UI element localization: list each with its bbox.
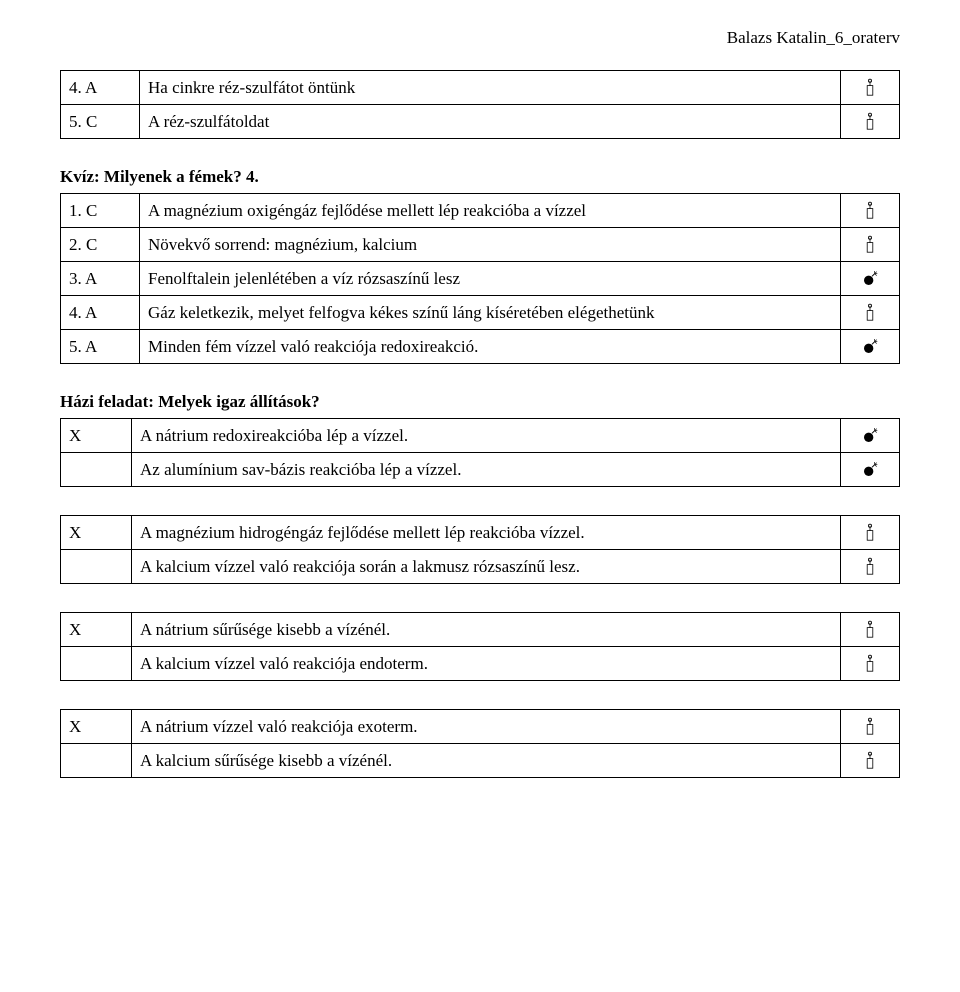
row-mark [61,550,132,584]
table-hw-1: X A nátrium redoxireakcióba lép a vízzel… [60,418,900,487]
row-text: A kalcium sűrűsége kisebb a vízénél. [132,744,841,778]
row-text: A nátrium vízzel való reakciója exoterm. [132,710,841,744]
table-row: X A nátrium redoxireakcióba lép a vízzel… [61,419,900,453]
table-row: X A nátrium sűrűsége kisebb a vízénél. [61,613,900,647]
row-mark: X [61,419,132,453]
table-row: 4. A Ha cinkre réz-szulfátot öntünk [61,71,900,105]
table-row: X A nátrium vízzel való reakciója exoter… [61,710,900,744]
bomb-icon [862,459,878,479]
row-text: A nátrium redoxireakcióba lép a vízzel. [132,419,841,453]
row-text: Fenolftalein jelenlétében a víz rózsaszí… [140,262,841,296]
table-row: A kalcium sűrűsége kisebb a vízénél. [61,744,900,778]
table-row: 4. A Gáz keletkezik, melyet felfogva kék… [61,296,900,330]
row-number: 2. C [61,228,140,262]
row-icon-cell [841,550,900,584]
table-quiz-top: 4. A Ha cinkre réz-szulfátot öntünk 5. C… [60,70,900,139]
pencil-icon [862,716,878,736]
table-row: 3. A Fenolftalein jelenlétében a víz róz… [61,262,900,296]
page-header-filename: Balazs Katalin_6_oraterv [60,28,900,48]
row-icon-cell [841,744,900,778]
homework-heading: Házi feladat: Melyek igaz állítások? [60,392,900,412]
row-icon-cell [841,453,900,487]
pencil-icon [862,653,878,673]
table-hw-2: X A magnézium hidrogéngáz fejlődése mell… [60,515,900,584]
row-icon-cell [841,419,900,453]
row-text: A kalcium vízzel való reakciója során a … [132,550,841,584]
pencil-icon [862,200,878,220]
pencil-icon [862,556,878,576]
table-row: 5. A Minden fém vízzel való reakciója re… [61,330,900,364]
row-icon-cell [841,516,900,550]
table-row: A kalcium vízzel való reakciója során a … [61,550,900,584]
pencil-icon [862,302,878,322]
table-quiz-4: 1. C A magnézium oxigéngáz fejlődése mel… [60,193,900,364]
row-mark [61,647,132,681]
row-number: 4. A [61,71,140,105]
row-mark: X [61,516,132,550]
row-number: 4. A [61,296,140,330]
pencil-icon [862,619,878,639]
row-text: A réz-szulfátoldat [140,105,841,139]
row-text: A nátrium sűrűsége kisebb a vízénél. [132,613,841,647]
row-icon-cell [841,296,900,330]
pencil-icon [862,750,878,770]
row-number: 5. C [61,105,140,139]
row-number: 5. A [61,330,140,364]
row-icon-cell [841,710,900,744]
row-text: Gáz keletkezik, melyet felfogva kékes sz… [140,296,841,330]
row-text: A magnézium oxigéngáz fejlődése mellett … [140,194,841,228]
pencil-icon [862,522,878,542]
row-mark [61,744,132,778]
row-icon-cell [841,613,900,647]
row-text: A kalcium vízzel való reakciója endoterm… [132,647,841,681]
row-icon-cell [841,330,900,364]
bomb-icon [862,425,878,445]
table-row: X A magnézium hidrogéngáz fejlődése mell… [61,516,900,550]
row-icon-cell [841,262,900,296]
row-number: 3. A [61,262,140,296]
table-row: A kalcium vízzel való reakciója endoterm… [61,647,900,681]
quiz-heading: Kvíz: Milyenek a fémek? 4. [60,167,900,187]
row-text: Az alumínium sav-bázis reakcióba lép a v… [132,453,841,487]
table-row: 1. C A magnézium oxigéngáz fejlődése mel… [61,194,900,228]
row-mark: X [61,613,132,647]
row-text: Ha cinkre réz-szulfátot öntünk [140,71,841,105]
row-mark: X [61,710,132,744]
table-row: Az alumínium sav-bázis reakcióba lép a v… [61,453,900,487]
row-text: Növekvő sorrend: magnézium, kalcium [140,228,841,262]
row-icon-cell [841,228,900,262]
row-text: A magnézium hidrogéngáz fejlődése mellet… [132,516,841,550]
row-icon-cell [841,71,900,105]
row-icon-cell [841,194,900,228]
table-row: 2. C Növekvő sorrend: magnézium, kalcium [61,228,900,262]
pencil-icon [862,234,878,254]
table-hw-4: X A nátrium vízzel való reakciója exoter… [60,709,900,778]
table-row: 5. C A réz-szulfátoldat [61,105,900,139]
table-hw-3: X A nátrium sűrűsége kisebb a vízénél. A… [60,612,900,681]
bomb-icon [862,268,878,288]
bomb-icon [862,336,878,356]
row-text: Minden fém vízzel való reakciója redoxir… [140,330,841,364]
row-number: 1. C [61,194,140,228]
pencil-icon [862,111,878,131]
pencil-icon [862,77,878,97]
row-mark [61,453,132,487]
row-icon-cell [841,647,900,681]
row-icon-cell [841,105,900,139]
